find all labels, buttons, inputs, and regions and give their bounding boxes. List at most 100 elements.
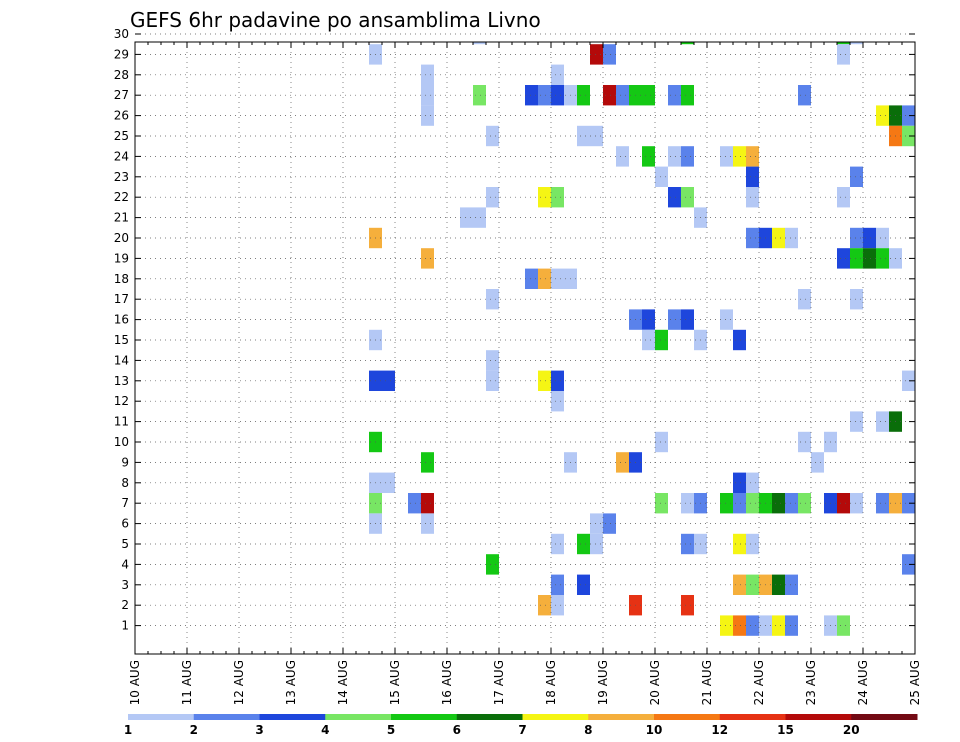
colorbar-label: 1 bbox=[124, 723, 132, 737]
y-tick-label: 5 bbox=[121, 537, 129, 551]
cell-mark bbox=[421, 513, 434, 534]
x-tick-label: 18 AUG bbox=[544, 660, 558, 705]
cell-mark bbox=[616, 85, 629, 106]
axis-ticks bbox=[134, 33, 916, 654]
cell-mark bbox=[538, 370, 551, 391]
cell-mark bbox=[668, 85, 681, 106]
colorbar-swatch bbox=[259, 714, 326, 720]
cell-mark bbox=[733, 146, 746, 167]
cell-mark bbox=[538, 268, 551, 289]
cell-mark bbox=[837, 493, 850, 514]
colorbar-swatch bbox=[654, 714, 721, 720]
cell-mark bbox=[486, 554, 499, 575]
colorbar-swatch bbox=[193, 714, 260, 720]
x-tick-label: 22 AUG bbox=[752, 660, 766, 705]
y-tick-label: 4 bbox=[121, 557, 129, 571]
y-tick-label: 23 bbox=[114, 170, 129, 184]
y-tick-label: 8 bbox=[121, 476, 129, 490]
colorbar-label: 12 bbox=[711, 723, 728, 737]
y-tick-label: 7 bbox=[121, 496, 129, 510]
y-tick-label: 9 bbox=[121, 455, 129, 469]
colorbar-label: 20 bbox=[843, 723, 860, 737]
colorbar-label: 10 bbox=[646, 723, 663, 737]
colorbar-swatch bbox=[785, 714, 852, 720]
cell-mark bbox=[785, 574, 798, 595]
cell-mark bbox=[733, 329, 746, 351]
cell-mark bbox=[642, 85, 655, 106]
cell-mark bbox=[538, 187, 551, 208]
cell-mark bbox=[681, 493, 694, 514]
cell-mark bbox=[486, 125, 499, 147]
colorbar-label: 8 bbox=[584, 723, 592, 737]
cell-mark bbox=[798, 289, 811, 310]
cell-mark bbox=[486, 370, 499, 391]
cell-mark bbox=[590, 44, 603, 65]
y-tick-label: 29 bbox=[114, 47, 129, 61]
cell-mark bbox=[837, 248, 850, 269]
x-tick-label: 14 AUG bbox=[336, 660, 350, 705]
cell-mark bbox=[902, 493, 915, 514]
cell-mark bbox=[733, 472, 746, 493]
colorbar-label: 4 bbox=[321, 723, 329, 737]
colorbar-label: 7 bbox=[518, 723, 526, 737]
cell-mark bbox=[772, 227, 785, 249]
cell-mark bbox=[551, 85, 564, 106]
cell-mark bbox=[655, 329, 668, 351]
x-tick-label: 11 AUG bbox=[180, 660, 194, 705]
colorbar-swatch bbox=[325, 714, 392, 720]
x-tick-label: 24 AUG bbox=[856, 660, 870, 705]
cell-mark bbox=[837, 187, 850, 208]
cell-mark bbox=[837, 615, 850, 636]
cell-mark bbox=[421, 105, 434, 126]
cell-mark bbox=[772, 615, 785, 636]
x-tick-label: 21 AUG bbox=[700, 660, 714, 705]
y-tick-label: 3 bbox=[121, 578, 129, 592]
cell-mark bbox=[421, 248, 434, 269]
y-tick-label: 26 bbox=[114, 109, 129, 123]
cell-mark bbox=[850, 411, 863, 432]
cell-mark bbox=[590, 533, 603, 555]
cell-mark bbox=[655, 431, 668, 453]
cell-mark bbox=[876, 248, 889, 269]
cell-mark bbox=[382, 370, 395, 391]
y-tick-label: 20 bbox=[114, 231, 129, 245]
cell-mark bbox=[551, 64, 564, 85]
cell-mark bbox=[720, 309, 733, 330]
x-tick-label: 13 AUG bbox=[284, 660, 298, 705]
colorbar-label: 5 bbox=[387, 723, 395, 737]
cell-mark bbox=[720, 615, 733, 636]
x-tick-label: 20 AUG bbox=[648, 660, 662, 705]
x-tick-label: 25 AUG bbox=[908, 660, 922, 705]
cell-mark bbox=[551, 574, 564, 595]
x-tick-label: 16 AUG bbox=[440, 660, 454, 705]
cell-mark bbox=[681, 85, 694, 106]
cell-mark bbox=[668, 187, 681, 208]
plot-frame bbox=[134, 41, 916, 655]
cell-mark bbox=[577, 533, 590, 555]
colorbar-swatch bbox=[456, 714, 523, 720]
cell-mark bbox=[655, 493, 668, 514]
cell-mark bbox=[486, 350, 499, 371]
cell-mark bbox=[733, 574, 746, 595]
cell-mark bbox=[551, 391, 564, 412]
cell-mark bbox=[655, 166, 668, 187]
cell-mark bbox=[902, 554, 915, 575]
cell-mark bbox=[850, 493, 863, 514]
cell-mark bbox=[590, 125, 603, 147]
cell-mark bbox=[798, 85, 811, 106]
y-tick-label: 6 bbox=[121, 517, 129, 531]
cell-mark bbox=[746, 574, 759, 595]
cell-mark bbox=[785, 493, 798, 514]
cell-mark bbox=[408, 493, 421, 514]
cell-mark bbox=[746, 493, 759, 514]
cell-mark bbox=[811, 452, 824, 473]
cell-mark bbox=[681, 595, 694, 616]
cell-mark bbox=[902, 105, 915, 126]
cell-mark bbox=[785, 227, 798, 249]
cell-mark bbox=[746, 533, 759, 555]
cell-mark bbox=[421, 64, 434, 85]
y-tick-label: 24 bbox=[114, 149, 129, 163]
chart-title: GEFS 6hr padavine po ansamblima Livno bbox=[130, 8, 541, 32]
cell-mark bbox=[772, 493, 785, 514]
x-tick-label: 17 AUG bbox=[492, 660, 506, 705]
